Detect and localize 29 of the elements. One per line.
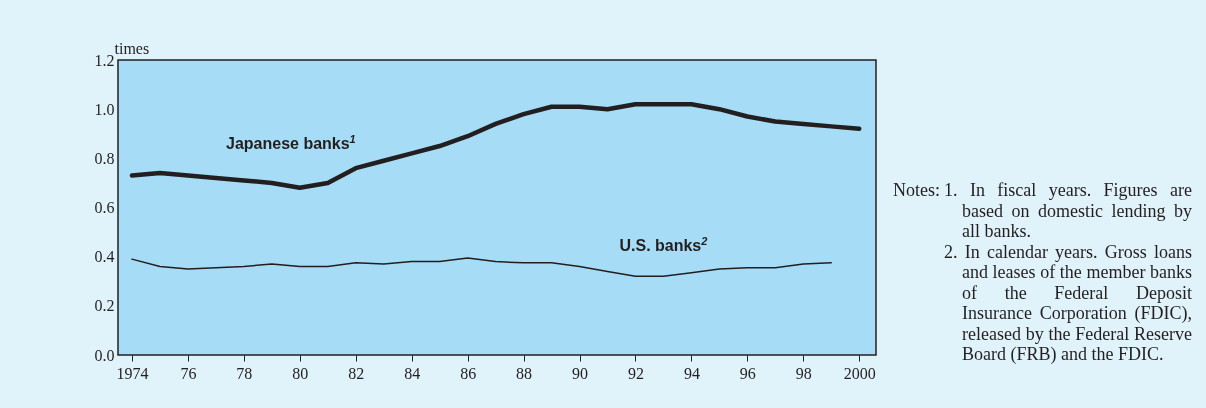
y-tick-label: 0.2 (94, 297, 115, 315)
text: 1. In fiscal years. Figures are based on domestic lending by all banks. (944, 180, 1192, 242)
y-tick-label: 1.0 (94, 100, 115, 118)
x-tick-label: 82 (348, 364, 365, 382)
x-tick-label: 2000 (843, 364, 876, 382)
text: Notes: (893, 180, 940, 202)
x-tick-label: 86 (460, 364, 477, 382)
x-tick-label: 76 (180, 364, 197, 382)
line-series (131, 257, 832, 278)
line-series (129, 102, 862, 191)
x-tick-label: 92 (627, 364, 644, 382)
x-tick-label: 84 (404, 364, 421, 382)
y-tick-label: 0.6 (94, 199, 115, 216)
x-tick-label: 96 (739, 364, 756, 382)
text: 2. In calendar years. Gross loans and leases of the member banks of the Federal Deposit Insurance Corporation (FDIC), released by the Federal Reserve Board (FRB) and the FDIC. (944, 241, 1192, 365)
x-tick-label: 1974 (116, 364, 149, 382)
x-tick-label: 90 (572, 364, 589, 382)
y-tick-label: 1.2 (94, 51, 115, 69)
series-label: U.S. banks$^{2}$ (619, 235, 708, 255)
y-tick-label: 0.0 (94, 346, 115, 364)
x-tick-label: 80 (292, 364, 309, 382)
x-tick-label: 98 (795, 364, 812, 382)
x-tick-label: 88 (516, 364, 533, 382)
y-axis-title: times (114, 39, 150, 57)
series-label: Japanese banks$^{1}$ (226, 133, 356, 153)
x-tick-label: 94 (683, 364, 700, 382)
x-tick-label: 78 (236, 364, 253, 382)
y-tick-label: 0.4 (94, 248, 115, 266)
y-tick-label: 0.8 (94, 149, 115, 167)
